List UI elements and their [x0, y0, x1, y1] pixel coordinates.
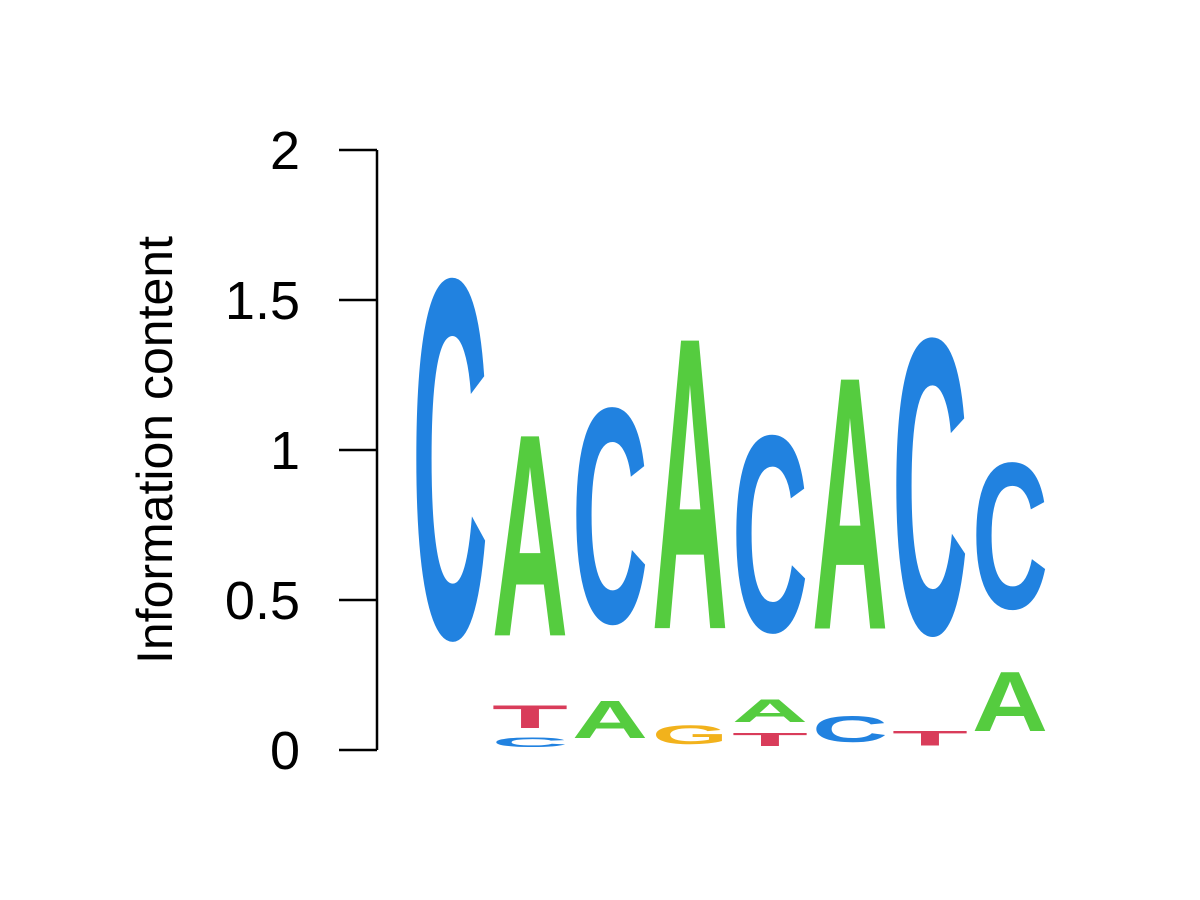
logo-letter-A: A — [492, 375, 568, 698]
logo-letter-A: A — [572, 689, 648, 749]
logo-letter-C: C — [732, 377, 808, 691]
logo-letter-C: C — [892, 251, 968, 723]
logo-letter-C: C — [492, 735, 568, 750]
y-tick-label: 1.5 — [225, 271, 300, 331]
y-axis-title: Information content — [127, 236, 183, 664]
logo-letter-C: C — [572, 344, 648, 688]
logo-letter-G: G — [652, 720, 728, 750]
logo-letter-T: T — [892, 726, 968, 750]
logo-letter-A: A — [652, 250, 728, 718]
y-tick-label: 2 — [270, 121, 300, 181]
logo-letter-T: T — [492, 699, 568, 735]
logo-letter-C: C — [972, 420, 1048, 654]
y-axis: 0 0.5 1 1.5 2 — [225, 121, 377, 781]
logo-letter-A: A — [812, 303, 888, 706]
y-tick-label: 0 — [270, 721, 300, 781]
logo-letter-C: C — [412, 171, 488, 746]
logo-letter-A: A — [732, 693, 808, 729]
y-tick-label: 1 — [270, 421, 300, 481]
logo-letter-T: T — [732, 729, 808, 750]
logo-letter-C: C — [812, 708, 888, 750]
logo-letter-A: A — [972, 654, 1048, 750]
y-tick-label: 0.5 — [225, 571, 300, 631]
